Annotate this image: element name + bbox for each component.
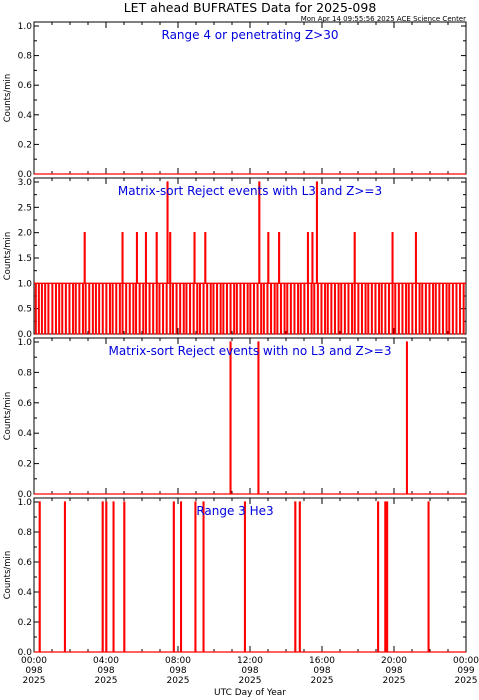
y-axis-label: Counts/min (3, 74, 13, 123)
series-line (34, 501, 466, 653)
y-tick-label: 1.0 (18, 279, 33, 289)
y-tick-label: 0.0 (18, 490, 33, 500)
panel-4: 0.0 0.2 0.4 0.6 0.8 1.0 Counts/min Range 3 He3 (3, 497, 467, 658)
series-line (34, 341, 466, 495)
y-tick-label: 1.5 (18, 254, 32, 264)
y-tick-label: 0.0 (18, 170, 33, 180)
y-tick-label: 0.8 (18, 368, 33, 378)
panel-frame (33, 337, 467, 495)
y-tick-label: 0.8 (18, 528, 33, 538)
panel-frame (33, 21, 467, 175)
x-tick-label: 098 (241, 666, 258, 676)
y-tick-label: 0.6 (18, 558, 33, 568)
y-tick-label: 2.0 (18, 229, 33, 239)
y-tick-label: 0.0 (18, 330, 33, 340)
panel-annotation: Range 4 or penetrating Z>30 (162, 28, 339, 42)
x-tick-label: 2025 (455, 676, 478, 686)
x-tick-label: 099 (457, 666, 474, 676)
x-tick-label: 2025 (239, 676, 262, 686)
x-tick-label: 2025 (23, 676, 46, 686)
x-tick-label: 098 (169, 666, 186, 676)
panels-group: 0.0 0.2 0.4 0.6 0.8 1.0 Counts/min Range 4 or p… (3, 21, 479, 686)
y-tick-label: 0.4 (18, 111, 33, 121)
x-tick-label: 098 (25, 666, 42, 676)
y-tick-label: 0.6 (18, 399, 33, 409)
x-tick-label: 04:00 (93, 656, 119, 666)
y-tick-label: 1.0 (18, 22, 33, 32)
y-tick-label: 1.0 (18, 498, 33, 508)
series-line (34, 181, 466, 335)
x-tick-label: 2025 (95, 676, 118, 686)
panel-frame (33, 497, 467, 653)
panel-2: 0.0 0.5 1.0 1.5 2.0 2.5 3.0 Counts/min Matrix-so… (3, 177, 467, 340)
x-tick-label: 2025 (167, 676, 190, 686)
timestamp-label: Mon Apr 14 09:55:56 2025 ACE Science Cen… (301, 15, 466, 23)
chart-title: LET ahead BUFRATES Data for 2025-098 (124, 0, 377, 15)
y-tick-label: 0.4 (18, 429, 33, 439)
x-tick-label: 098 (313, 666, 330, 676)
x-tick-label: 098 (97, 666, 114, 676)
y-tick-label: 2.5 (18, 203, 32, 213)
x-tick-label: 2025 (383, 676, 406, 686)
x-axis-label: UTC Day of Year (214, 688, 286, 698)
y-tick-label: 0.8 (18, 52, 33, 62)
y-tick-label: 0.6 (18, 81, 33, 91)
y-tick-label: 0.5 (18, 305, 32, 315)
x-tick-label: 00:00 (453, 656, 479, 666)
panel-annotation: Matrix-sort Reject events with L3 and Z>… (118, 184, 382, 198)
x-tick-label: 20:00 (381, 656, 407, 666)
panel-1: 0.0 0.2 0.4 0.6 0.8 1.0 Counts/min Range 4 or p… (3, 21, 467, 180)
x-tick-label: 08:00 (165, 656, 191, 666)
panel-annotation: Range 3 He3 (196, 504, 273, 518)
y-tick-label: 0.2 (18, 140, 32, 150)
y-tick-label: 0.2 (18, 618, 32, 628)
x-tick-label: 00:00 (21, 656, 47, 666)
y-tick-label: 3.0 (18, 178, 33, 188)
x-tick-label: 12:00 (237, 656, 263, 666)
y-axis-label: Counts/min (3, 551, 13, 600)
x-tick-label: 2025 (311, 676, 334, 686)
y-tick-label: 0.4 (18, 588, 33, 598)
y-axis-label: Counts/min (3, 232, 13, 281)
x-tick-label: 16:00 (309, 656, 335, 666)
y-tick-label: 1.0 (18, 338, 33, 348)
y-tick-label: 0.2 (18, 460, 32, 470)
panel-3: 0.0 0.2 0.4 0.6 0.8 1.0 Counts/min Matrix-sort … (3, 337, 467, 500)
x-tick-label: 098 (385, 666, 402, 676)
y-tick-label: 0.0 (18, 648, 33, 658)
y-axis-label: Counts/min (3, 392, 13, 441)
panel-annotation: Matrix-sort Reject events with no L3 and… (109, 344, 392, 358)
